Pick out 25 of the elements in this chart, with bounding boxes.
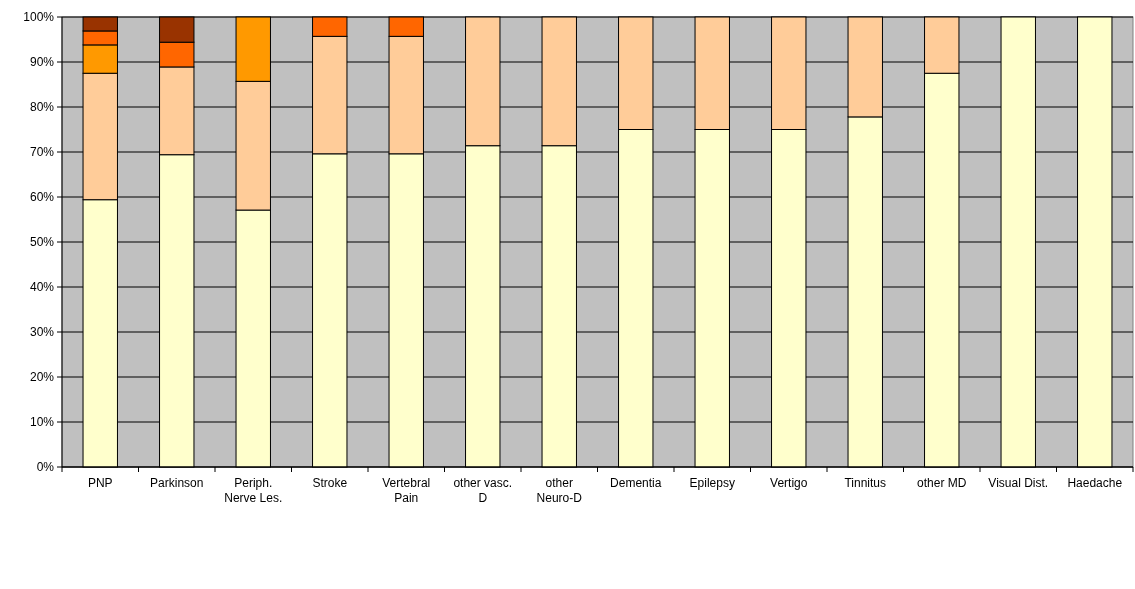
x-tick-label: Tinnitus — [844, 476, 887, 490]
y-tick-label: 30% — [29, 325, 55, 340]
x-tick-label: PNP — [87, 476, 113, 490]
x-tick-label: Vertigo — [770, 476, 808, 490]
y-tick-label: 50% — [29, 235, 55, 250]
y-tick-label: 70% — [29, 145, 55, 160]
x-tick-label: Stroke — [312, 476, 348, 490]
x-tick-label: Dementia — [610, 476, 662, 490]
x-tick-label: other Neuro-D — [536, 476, 583, 505]
y-tick-label: 100% — [23, 10, 55, 25]
y-tick-label: 40% — [29, 280, 55, 295]
x-tick-label: Parkinson — [150, 476, 204, 490]
y-tick-label: 10% — [29, 415, 55, 430]
x-tick-label: Epilepsy — [689, 476, 735, 490]
x-tick-label: other vasc. D — [453, 476, 513, 505]
x-tick-label: other MD — [917, 476, 967, 490]
y-tick-label: 20% — [29, 370, 55, 385]
x-tick-label: Haedache — [1067, 476, 1123, 490]
y-tick-label: 60% — [29, 190, 55, 205]
x-tick-label: Vertebral Pain — [382, 476, 431, 505]
y-tick-label: 0% — [36, 460, 55, 475]
x-tick-label: Visual Dist. — [988, 476, 1049, 490]
x-tick-label: Periph. Nerve Les. — [224, 476, 283, 505]
y-tick-label: 80% — [29, 100, 55, 115]
y-tick-label: 90% — [29, 55, 55, 70]
